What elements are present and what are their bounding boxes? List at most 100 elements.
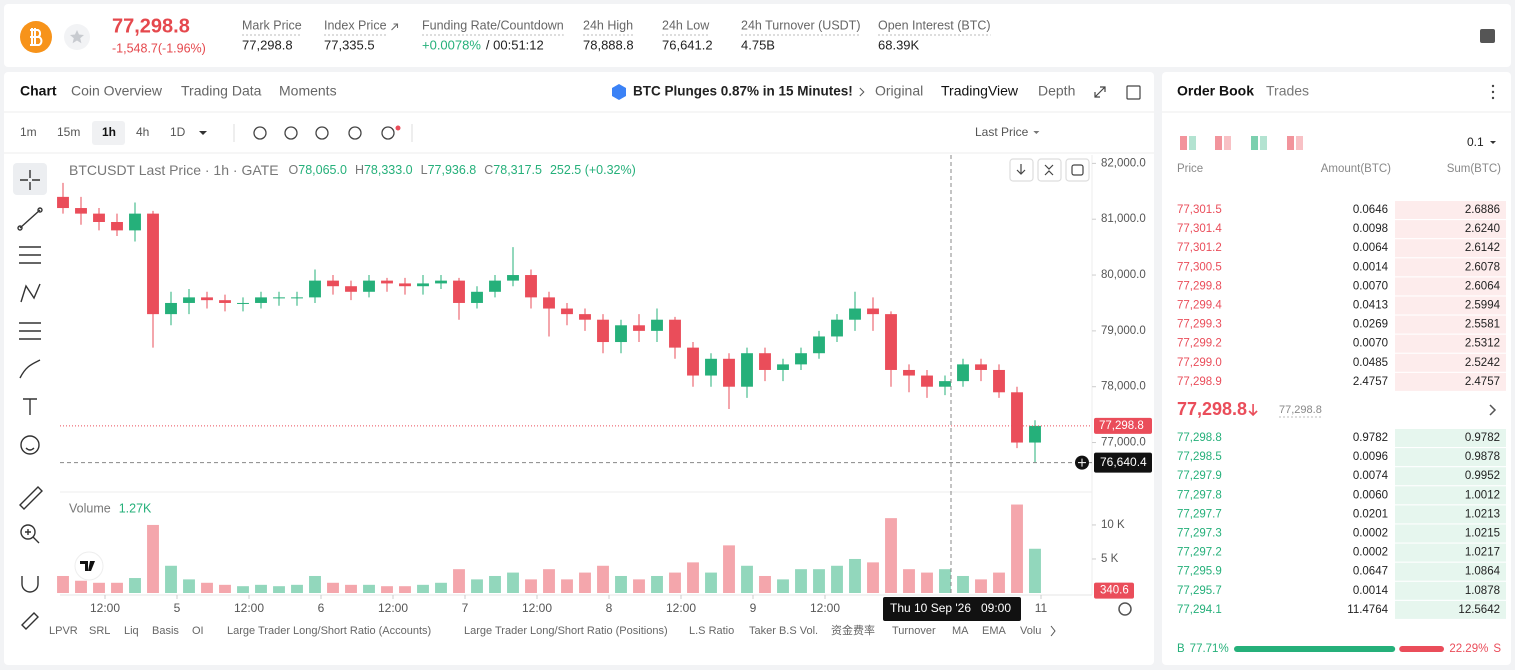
volume-bar (57, 575, 69, 593)
indicator[interactable]: Basis (152, 625, 179, 637)
tab[interactable]: Moments (279, 83, 337, 99)
header-icon[interactable] (1480, 29, 1495, 43)
layout-icon (1224, 136, 1231, 150)
volume-bar (219, 584, 231, 593)
buy-bar (1234, 646, 1396, 652)
plus-icon[interactable] (381, 126, 395, 140)
indicator[interactable]: EMA (982, 625, 1007, 637)
view-tab[interactable]: Original (875, 83, 923, 99)
sell-label: S (1493, 643, 1501, 655)
candle-body (993, 369, 1005, 393)
view-tab[interactable]: TradingView (941, 83, 1019, 99)
interval[interactable]: 1h (102, 125, 116, 139)
legend-key: L (421, 163, 428, 177)
interval[interactable]: 15m (57, 125, 80, 139)
ob-amount: 0.0201 (1353, 508, 1388, 520)
volume-bar (327, 582, 339, 593)
layout-icon[interactable] (1287, 136, 1294, 150)
volume-bar (543, 569, 555, 593)
candle-icon[interactable] (253, 126, 267, 140)
ob-sum: 1.0213 (1465, 508, 1500, 520)
legend-value: 77,936.8 (428, 163, 477, 177)
tv-glyph (80, 561, 95, 571)
interval[interactable]: 1m (20, 125, 37, 139)
price-type[interactable]: Last Price (975, 125, 1029, 139)
mark-price: 77,298.8 (1279, 404, 1322, 416)
depth-bg (1395, 448, 1506, 467)
tab[interactable]: Trading Data (181, 83, 262, 99)
candle-body (273, 297, 285, 299)
stat-value: 4.75B (741, 37, 775, 52)
ob-amount: 0.0647 (1353, 566, 1388, 578)
settings-icon[interactable] (1118, 602, 1132, 616)
candle-body (1011, 392, 1023, 443)
candle-body (1029, 425, 1041, 443)
layout-icon[interactable] (1180, 136, 1187, 150)
candle-body (759, 353, 771, 370)
candle-body (651, 319, 663, 331)
tab[interactable]: Chart (20, 83, 57, 99)
ob-amount: 2.4757 (1353, 376, 1388, 388)
y-tick-label: 80,000.0 (1101, 269, 1146, 281)
indicator[interactable]: Taker B.S Vol. (749, 625, 818, 637)
ob-sum: 2.6064 (1465, 280, 1501, 292)
layout-icon[interactable] (1215, 136, 1222, 150)
volume-bar (417, 584, 429, 593)
indicator-icon[interactable] (284, 126, 298, 140)
precision[interactable]: 0.1 (1467, 135, 1484, 149)
view-tab[interactable]: Depth (1038, 83, 1075, 99)
indicator[interactable]: SRL (89, 625, 110, 637)
volume-bar (147, 524, 159, 593)
candle-body (597, 319, 609, 343)
interval[interactable]: 1D (170, 125, 186, 139)
replay-icon[interactable] (315, 126, 329, 140)
depth-bg (1395, 486, 1506, 505)
interval[interactable]: 4h (136, 125, 149, 139)
template-icon[interactable] (348, 126, 362, 140)
volume-tag (1094, 582, 1134, 599)
indicator[interactable]: L.S Ratio (689, 625, 734, 637)
crosshair-y-label: 76,640.4 (1100, 455, 1147, 469)
crosshair-time: 09:00 (981, 601, 1011, 615)
stat-label: Funding Rate/Countdown (422, 18, 564, 32)
depth-bg (1395, 543, 1506, 562)
layout-icon (1260, 136, 1267, 150)
candle-body (813, 336, 825, 354)
drawing-tools (13, 163, 47, 630)
ob-tab[interactable]: Trades (1266, 83, 1309, 99)
candle-body (777, 364, 789, 370)
x-tick-label: 12:00 (810, 601, 840, 615)
volume-bar (111, 582, 123, 593)
ob-sum: 1.0012 (1465, 489, 1500, 501)
volume-title: Volume (69, 501, 111, 515)
tab[interactable]: Coin Overview (71, 83, 163, 99)
indicator[interactable]: Large Trader Long/Short Ratio (Positions… (464, 625, 668, 637)
x-tick-label: 12:00 (666, 601, 696, 615)
indicator[interactable]: Volu (1020, 625, 1041, 637)
depth-bg (1395, 581, 1506, 600)
indicator[interactable]: LPVR (49, 625, 78, 637)
stat-value: 77,298.8 (242, 37, 293, 52)
indicator[interactable]: Liq (124, 625, 139, 637)
col-amount: Amount(BTC) (1321, 163, 1391, 175)
dropdown (1490, 141, 1496, 144)
candle-body (669, 319, 681, 348)
stat-value: 68.39K (878, 37, 920, 52)
volume-bar (345, 584, 357, 593)
indicator[interactable]: MA (952, 625, 969, 637)
chart-buttons[interactable] (1009, 84, 1495, 182)
indicator[interactable]: 资金费率 (831, 623, 875, 637)
indicator[interactable]: OI (192, 625, 204, 637)
candle-body (327, 280, 339, 287)
ob-amount: 0.0096 (1353, 451, 1388, 463)
indicator[interactable]: Turnover (892, 625, 936, 637)
news[interactable]: BTC Plunges 0.87% in 15 Minutes! (633, 84, 853, 99)
last-price-tag (1094, 417, 1152, 434)
candle-body (921, 375, 933, 387)
legend-key: O (289, 163, 299, 177)
ob-tab[interactable]: Order Book (1177, 83, 1254, 99)
layout-icon[interactable] (1251, 136, 1258, 150)
indicator[interactable]: Large Trader Long/Short Ratio (Accounts) (227, 625, 431, 637)
stat-extra: / 00:51:12 (486, 37, 544, 52)
candle-body (957, 364, 969, 382)
